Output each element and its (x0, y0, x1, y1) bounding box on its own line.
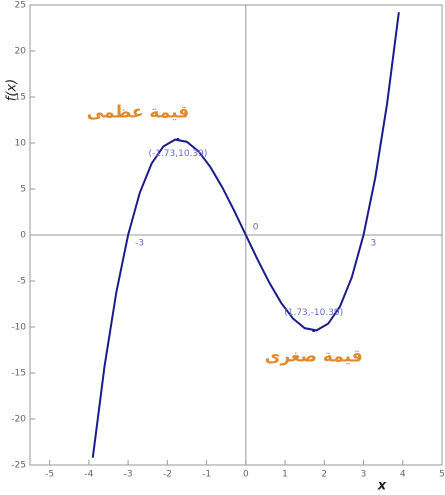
x-tick-label: 2 (321, 470, 327, 480)
y-tick-label: 15 (15, 93, 26, 103)
y-tick-label: -20 (11, 415, 26, 425)
x-tick-label: 4 (400, 470, 406, 480)
x-tick-label: 0 (243, 470, 249, 480)
extremum-name: قيمة عظمى (87, 102, 189, 122)
y-tick-label: -15 (11, 369, 26, 379)
y-tick-label: -10 (11, 323, 26, 333)
x-tick-label: -5 (45, 470, 54, 480)
extremum-label: (-1.73,10.39) (148, 149, 207, 159)
plot-area (91, 12, 400, 458)
root-label: 3 (371, 239, 377, 249)
x-tick-label: -4 (84, 470, 93, 480)
x-tick-label: -3 (124, 470, 133, 480)
x-tick-label: 1 (282, 470, 288, 480)
extremum-point (176, 137, 180, 141)
root-label: -3 (135, 239, 144, 249)
y-tick-label: 25 (15, 1, 26, 11)
x-tick-label: -1 (202, 470, 211, 480)
y-tick-label: 0 (20, 231, 26, 241)
x-tick-label: 5 (439, 470, 445, 480)
extremum-point (312, 329, 316, 333)
x-tick-label: 3 (361, 470, 367, 480)
y-tick-label: 20 (15, 47, 27, 57)
x-tick-label: -2 (163, 470, 172, 480)
y-axis-label: f(x) (5, 79, 20, 101)
x-axis-label: x (377, 479, 387, 494)
curve (91, 12, 400, 458)
root-label: 0 (253, 223, 259, 233)
y-tick-label: 5 (20, 185, 26, 195)
y-tick-label: -5 (17, 277, 26, 287)
y-tick-label: -25 (11, 461, 26, 471)
y-tick-label: 10 (15, 139, 27, 149)
extremum-label: (1.73,-10.39) (284, 308, 343, 318)
extremum-name: قيمة صغرى (265, 347, 363, 367)
